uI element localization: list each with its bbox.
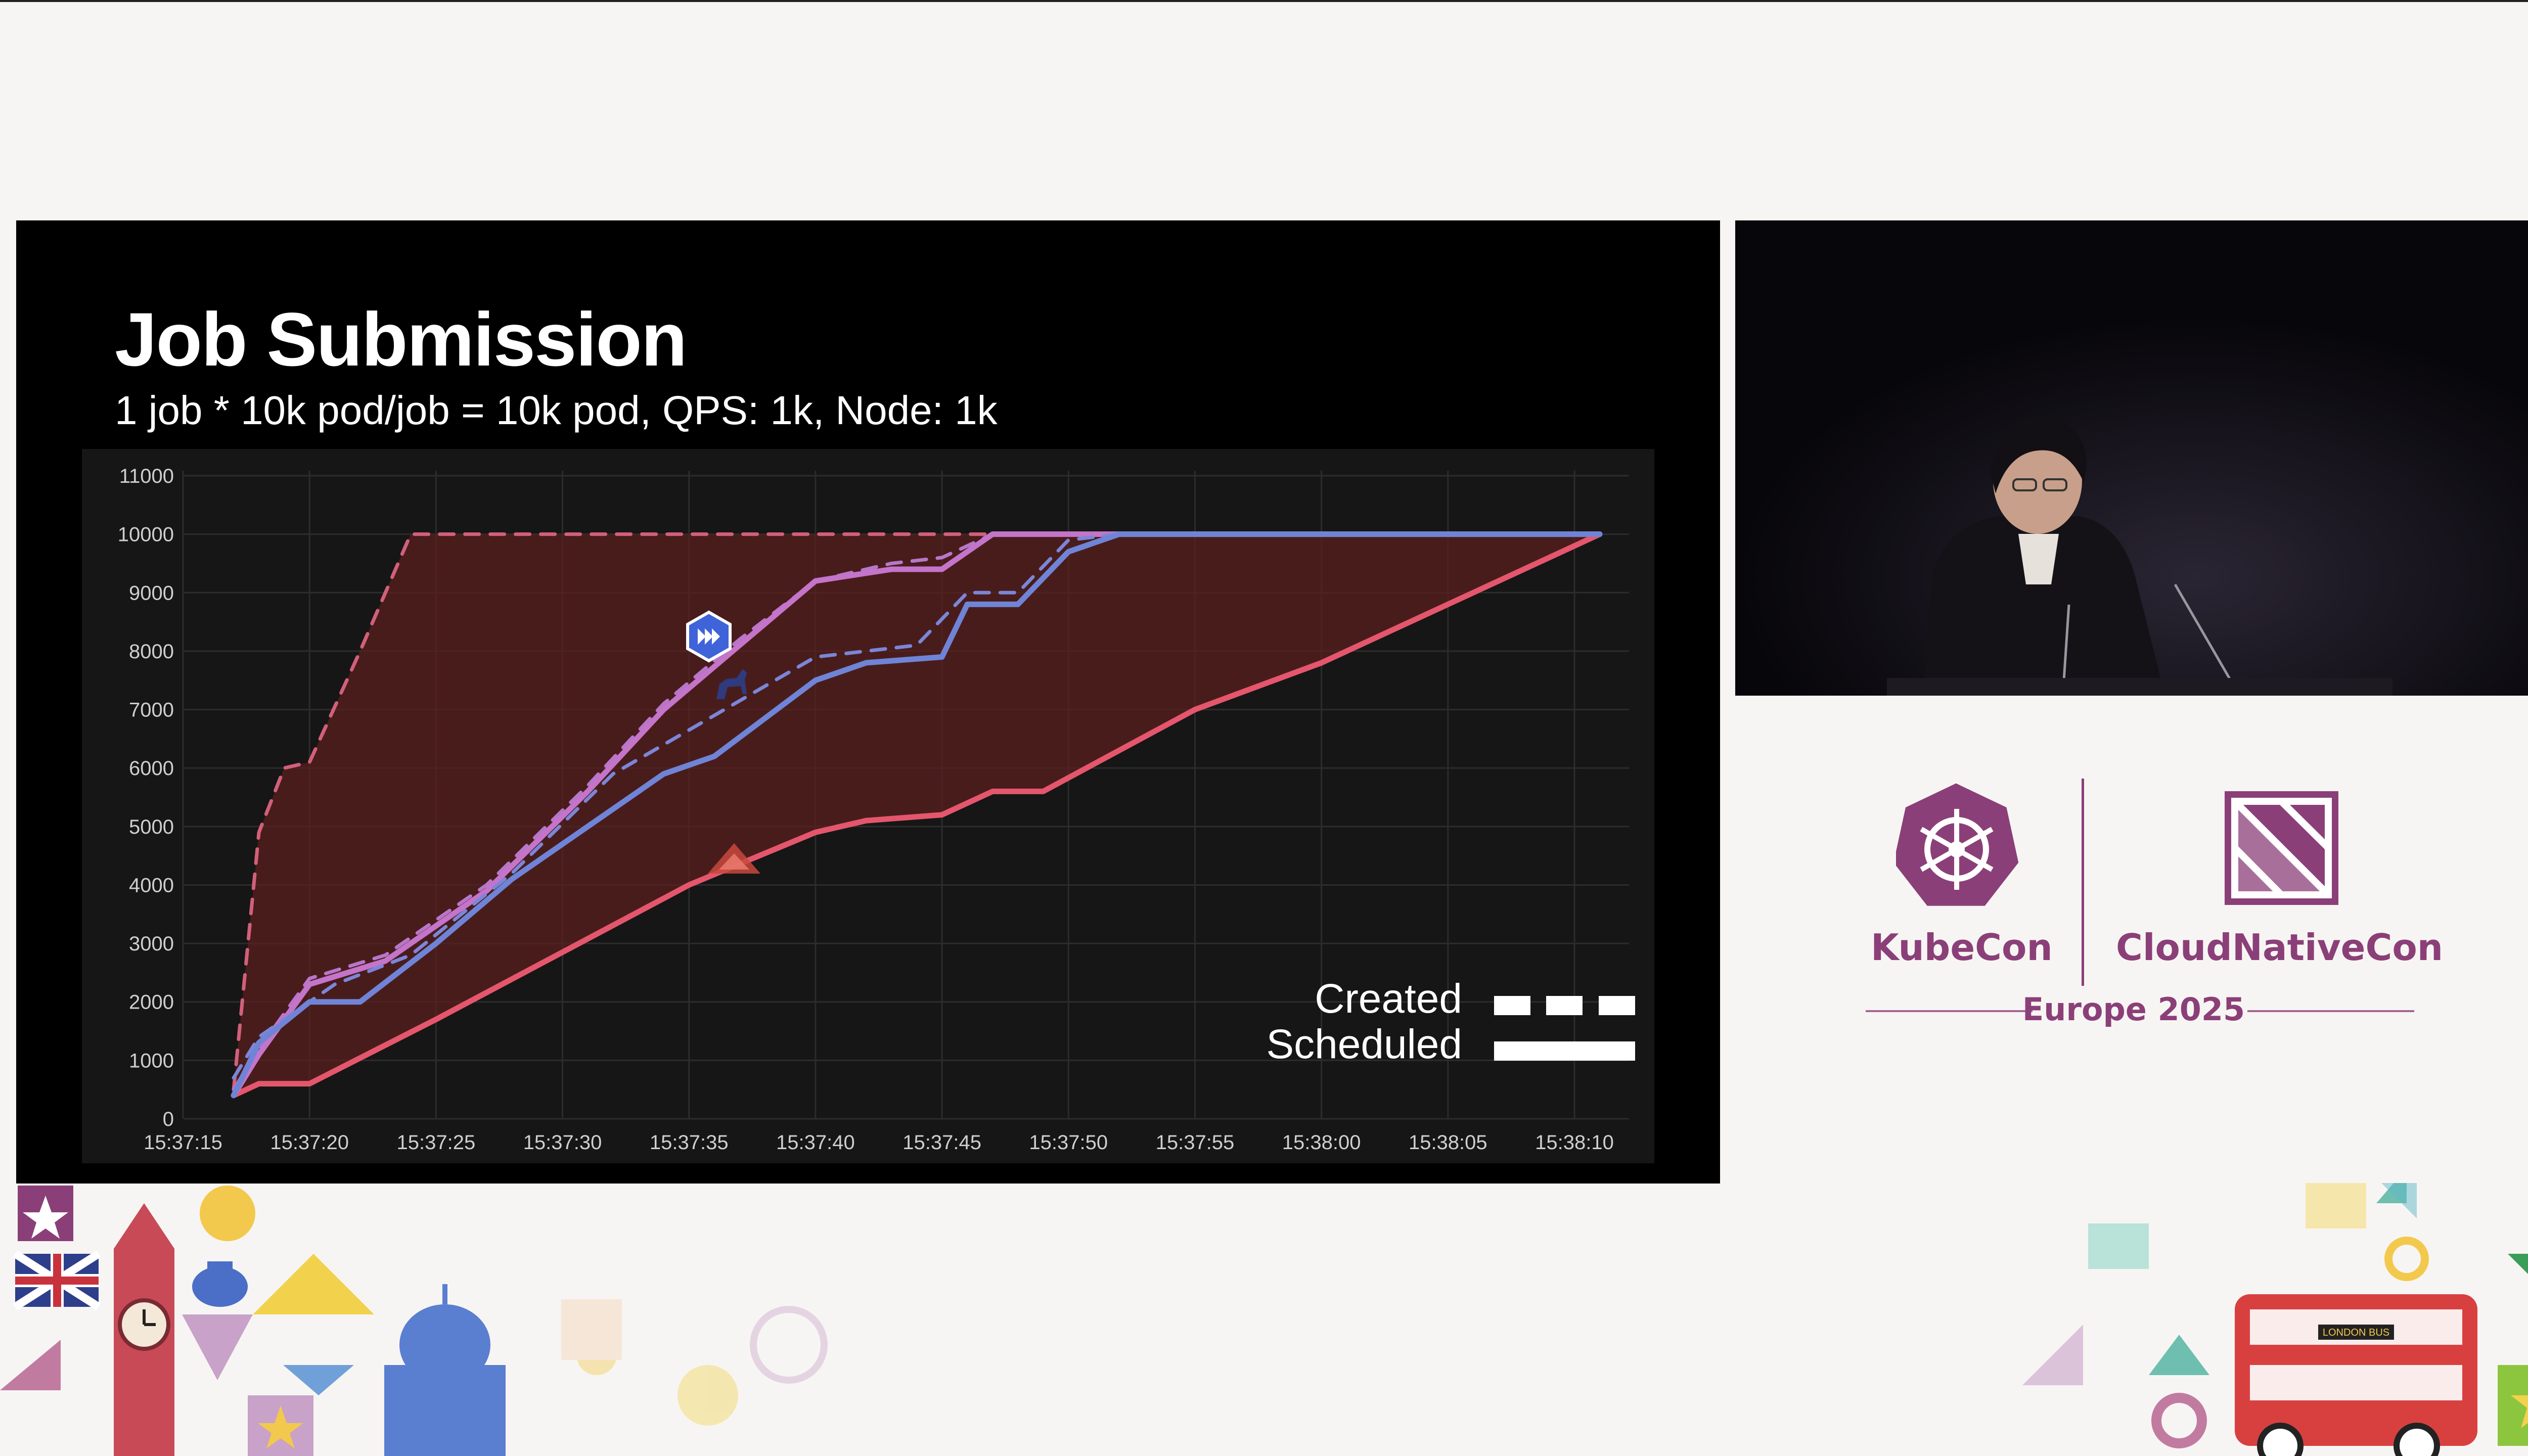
slide-subtitle: 1 job * 10k pod/job = 10k pod, QPS: 1k, … — [115, 388, 998, 433]
horse-icon — [716, 669, 747, 699]
slide-title: Job Submission — [115, 297, 687, 382]
y-tick-label: 4000 — [129, 874, 174, 896]
forward-badge-icon[interactable] — [686, 610, 732, 663]
rule-left — [1866, 1010, 2033, 1012]
legend-swatch-scheduled — [1494, 1041, 1635, 1061]
event-branding: KubeCon CloudNativeCon Europe 2025 — [1810, 768, 2518, 1031]
y-tick-label: 3000 — [129, 933, 174, 955]
chart-markers — [686, 610, 760, 874]
y-tick-label: 7000 — [129, 699, 174, 721]
x-tick-label: 15:38:10 — [1535, 1131, 1614, 1154]
lectern-microphones — [1887, 583, 2392, 696]
y-tick-label: 9000 — [129, 582, 174, 604]
legend-swatch-created — [1494, 996, 1635, 1015]
speaker-figure — [1922, 417, 2165, 696]
x-tick-label: 15:37:15 — [144, 1131, 222, 1154]
x-tick-label: 15:37:20 — [270, 1131, 349, 1154]
london-bus-icon: LONDON BUS — [2235, 1294, 2477, 1456]
kubernetes-logo-icon — [1896, 783, 2019, 906]
x-tick-label: 15:37:35 — [650, 1131, 729, 1154]
flower-pattern — [561, 1299, 828, 1426]
chart-legend: Created Scheduled — [1266, 976, 1635, 1067]
x-axis: 15:37:15 15:37:20 15:37:25 15:37:30 15:37:35… — [144, 1131, 1614, 1154]
line-chart: 0 1000 2000 3000 4000 5000 6000 7000 8000 9000 100… — [118, 465, 1635, 1154]
cloudnativecon-wordmark: CloudNativeCon — [2116, 926, 2444, 969]
y-tick-label: 11000 — [119, 465, 174, 487]
union-jack-icon — [13, 1250, 101, 1310]
series-line-5-dashed — [232, 532, 1602, 1080]
london-decoration: LONDON BUS — [0, 1183, 2528, 1456]
x-tick-label: 15:37:40 — [776, 1131, 855, 1154]
cncf-logo-icon — [2225, 791, 2338, 905]
x-tick-label: 15:37:55 — [1156, 1131, 1235, 1154]
chart-panel: 0 1000 2000 3000 4000 5000 6000 7000 8000 9000 100… — [82, 449, 1654, 1163]
speaker-video — [1735, 220, 2528, 696]
y-tick-label: 10000 — [118, 524, 174, 546]
y-tick-label: 6000 — [129, 757, 174, 780]
y-tick-label: 1000 — [129, 1050, 174, 1072]
x-tick-label: 15:37:25 — [397, 1131, 476, 1154]
geometric-tiles-right — [2022, 1183, 2528, 1448]
x-tick-label: 15:38:05 — [1409, 1131, 1487, 1154]
series-line-3-dashed — [232, 532, 1602, 1091]
st-pauls-dome-icon — [384, 1284, 506, 1456]
event-edition: Europe 2025 — [2022, 991, 2245, 1028]
warning-marker-icon — [708, 843, 760, 874]
y-tick-label: 2000 — [129, 991, 174, 1014]
y-tick-label: 5000 — [129, 816, 174, 838]
legend-label-scheduled: Scheduled — [1266, 1021, 1462, 1067]
x-tick-label: 15:37:30 — [523, 1131, 602, 1154]
rule-right — [2247, 1010, 2414, 1012]
series-line-4-solid — [231, 531, 1603, 1099]
teapot-icon — [192, 1261, 248, 1307]
series-line-6-solid — [231, 531, 1603, 1099]
y-axis: 0 1000 2000 3000 4000 5000 6000 7000 8000 9000 100… — [118, 465, 174, 1130]
geometric-tiles — [0, 1254, 374, 1456]
star-tile-icon — [18, 1186, 73, 1241]
window-top-border — [0, 0, 2528, 2]
legend-label-created: Created — [1315, 976, 1462, 1022]
x-tick-label: 15:37:45 — [902, 1131, 981, 1154]
big-ben-icon — [114, 1203, 174, 1456]
logo-divider — [2082, 779, 2084, 986]
presentation-slide: Job Submission 1 job * 10k pod/job = 10k… — [16, 220, 1720, 1184]
x-tick-label: 15:38:00 — [1282, 1131, 1361, 1154]
sun-icon — [200, 1186, 255, 1241]
series-line-2-solid — [231, 531, 1603, 1099]
y-tick-label: 8000 — [129, 641, 174, 663]
bus-destination-label: LONDON BUS — [2323, 1327, 2389, 1338]
x-tick-label: 15:37:50 — [1029, 1131, 1108, 1154]
chart-series — [231, 531, 1603, 1099]
series-line-1-dashed — [232, 532, 1602, 1091]
y-tick-label: 0 — [163, 1108, 174, 1130]
kubecon-wordmark: KubeCon — [1871, 926, 2053, 969]
